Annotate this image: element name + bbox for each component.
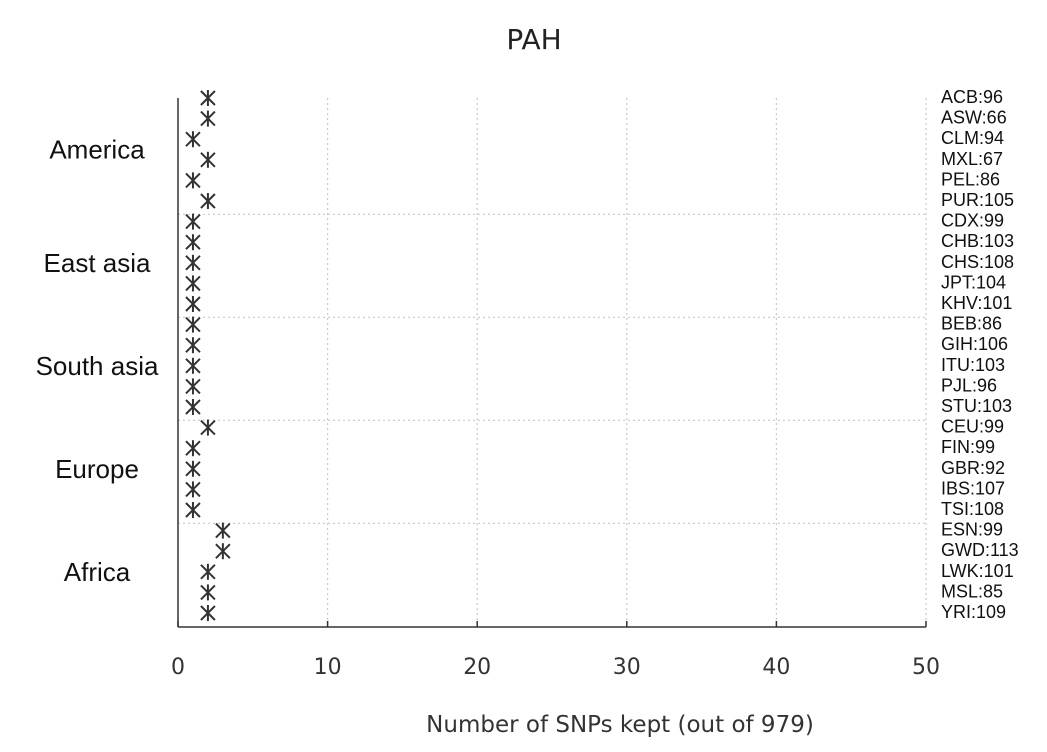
region-label: Europe xyxy=(55,454,139,484)
population-label: LWK:101 xyxy=(941,561,1014,581)
data-point xyxy=(185,234,201,251)
x-tick-label: 20 xyxy=(463,655,491,680)
data-point xyxy=(200,151,216,168)
data-point xyxy=(215,522,231,539)
data-point xyxy=(185,481,201,498)
x-tick-label: 30 xyxy=(613,655,641,680)
population-label: FIN:99 xyxy=(941,437,995,457)
grid xyxy=(178,98,927,627)
population-label: STU:103 xyxy=(941,396,1012,416)
data-point xyxy=(200,90,216,106)
population-label: ESN:99 xyxy=(941,520,1003,540)
population-labels: ACB:96ASW:66CLM:94MXL:67PEL:86PUR:105CDX… xyxy=(941,87,1019,622)
x-tick-label: 50 xyxy=(912,655,940,680)
data-point xyxy=(185,275,201,292)
population-label: CDX:99 xyxy=(941,211,1004,231)
region-label: Africa xyxy=(64,557,131,587)
population-label: ACB:96 xyxy=(941,87,1003,107)
population-label: YRI:109 xyxy=(941,602,1006,622)
axes xyxy=(177,98,926,628)
population-label: CLM:94 xyxy=(941,128,1004,148)
population-label: CHS:108 xyxy=(941,252,1014,272)
population-label: GIH:106 xyxy=(941,334,1008,354)
region-label: America xyxy=(49,135,145,165)
x-axis-ticks: 0 10 20 30 40 50 xyxy=(171,621,940,680)
x-axis-label: Number of SNPs kept (out of 979) xyxy=(426,712,814,738)
data-point xyxy=(185,337,201,354)
population-label: CHB:103 xyxy=(941,231,1014,251)
data-point xyxy=(200,193,216,209)
x-tick-label: 40 xyxy=(762,655,790,680)
data-point xyxy=(185,460,201,477)
population-label: ASW:66 xyxy=(941,108,1007,128)
population-label: MXL:67 xyxy=(941,149,1003,169)
data-point xyxy=(185,378,201,395)
region-labels: America East asia South asia Europe Africa xyxy=(36,135,159,587)
data-point xyxy=(185,296,201,312)
data-point xyxy=(215,543,231,560)
population-label: GBR:92 xyxy=(941,458,1005,478)
data-point xyxy=(200,605,216,621)
population-label: PEL:86 xyxy=(941,169,1000,189)
data-point xyxy=(185,254,201,271)
region-label: East asia xyxy=(44,248,151,278)
population-label: TSI:108 xyxy=(941,499,1004,519)
data-point xyxy=(200,110,216,127)
data-point xyxy=(200,563,216,580)
population-label: IBS:107 xyxy=(941,478,1005,498)
population-label: BEB:86 xyxy=(941,314,1002,334)
data-point xyxy=(200,584,216,601)
data-points xyxy=(185,90,231,621)
population-label: ITU:103 xyxy=(941,355,1005,375)
population-label: PJL:96 xyxy=(941,375,997,395)
data-point xyxy=(185,316,201,333)
region-label: South asia xyxy=(36,351,159,381)
chart-title: PAH xyxy=(506,23,561,56)
data-point xyxy=(185,172,201,189)
data-point xyxy=(185,399,201,415)
data-point xyxy=(185,502,201,518)
population-label: PUR:105 xyxy=(941,190,1014,210)
data-point xyxy=(200,419,216,436)
population-label: MSL:85 xyxy=(941,581,1003,601)
population-label: CEU:99 xyxy=(941,417,1004,437)
data-point xyxy=(185,440,201,457)
x-tick-label: 10 xyxy=(314,655,342,680)
x-tick-label: 0 xyxy=(171,655,185,680)
population-label: JPT:104 xyxy=(941,272,1006,292)
data-point xyxy=(185,213,201,230)
population-label: GWD:113 xyxy=(941,540,1019,560)
data-point xyxy=(185,357,201,374)
data-point xyxy=(185,131,201,148)
population-label: KHV:101 xyxy=(941,293,1012,313)
